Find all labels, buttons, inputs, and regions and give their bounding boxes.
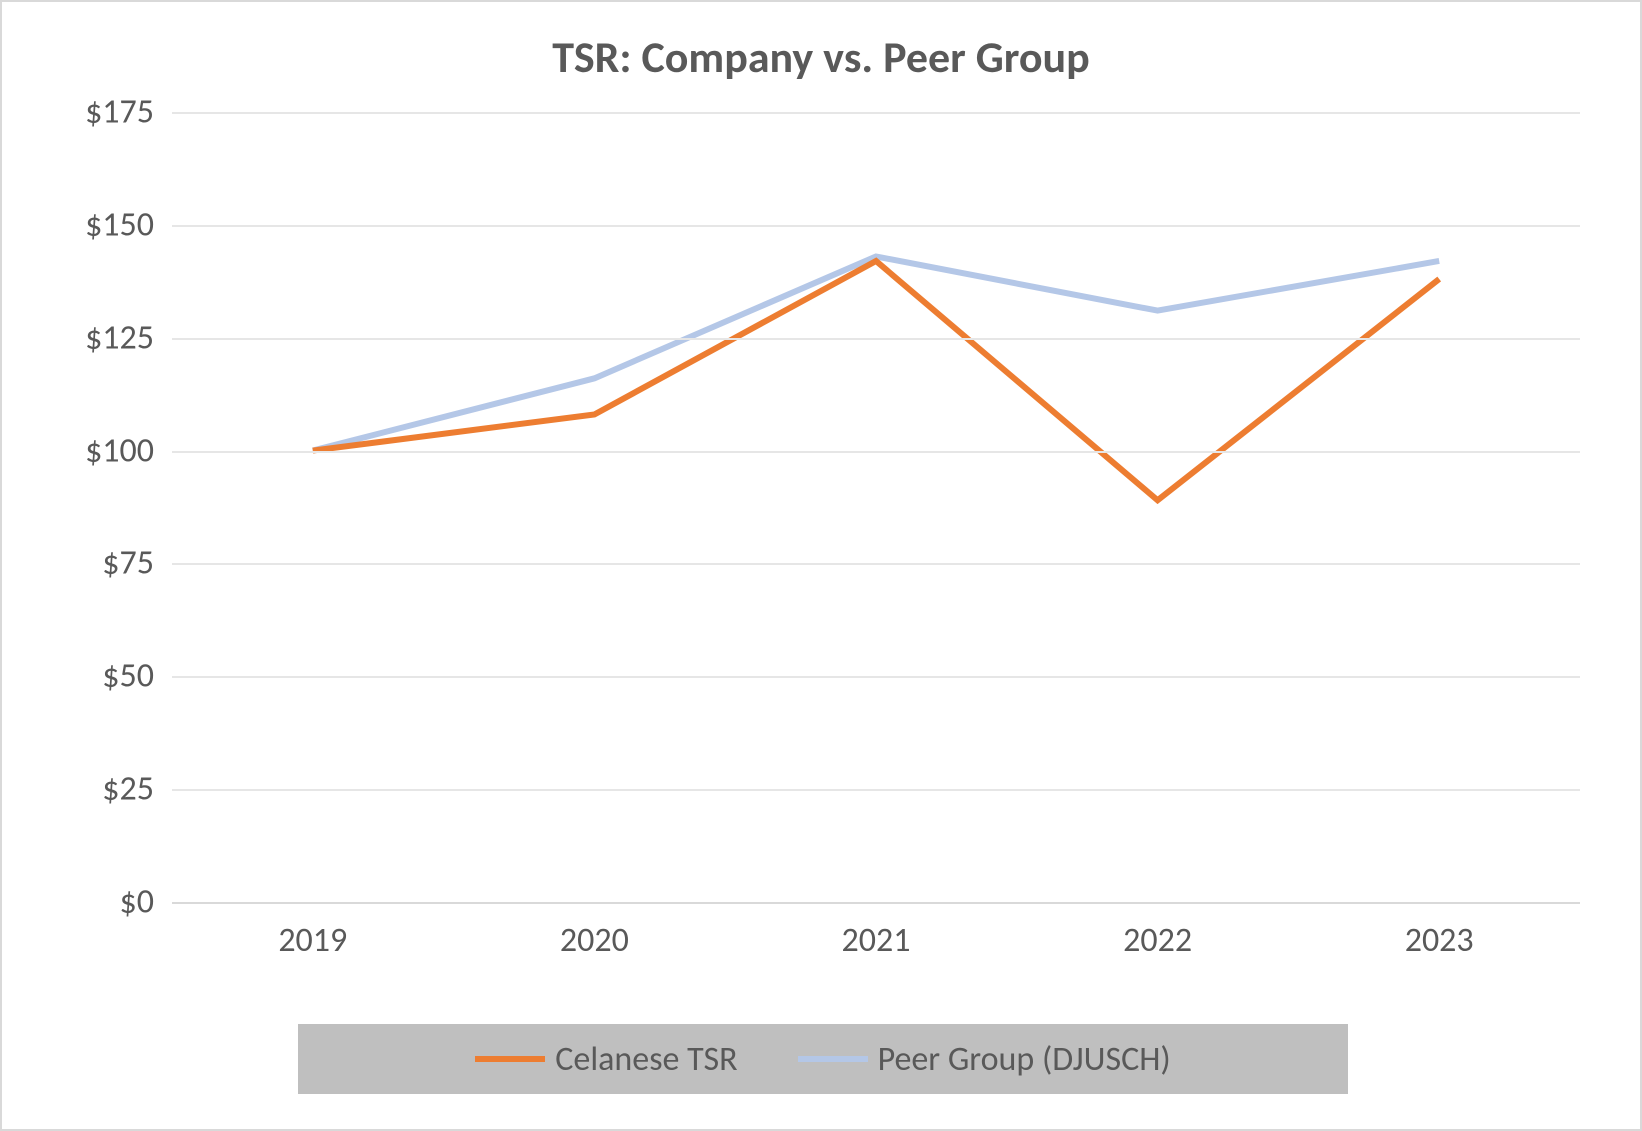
- x-tick-label: 2021: [842, 902, 911, 961]
- y-tick-label: $175: [85, 92, 172, 133]
- legend-swatch: [798, 1056, 868, 1062]
- series-line: [313, 261, 1439, 500]
- x-tick-label: 2023: [1405, 902, 1474, 961]
- y-tick-label: $50: [102, 656, 172, 697]
- y-tick-label: $25: [102, 769, 172, 810]
- legend-item: Celanese TSR: [475, 1039, 737, 1080]
- y-gridline: [172, 112, 1580, 114]
- y-tick-label: $125: [85, 317, 172, 358]
- y-gridline: [172, 338, 1580, 340]
- y-tick-label: $75: [102, 543, 172, 584]
- legend-item: Peer Group (DJUSCH): [798, 1039, 1171, 1080]
- x-tick-label: 2019: [278, 902, 347, 961]
- legend: Celanese TSR Peer Group (DJUSCH): [298, 1024, 1348, 1094]
- legend-label: Celanese TSR: [555, 1039, 737, 1080]
- y-gridline: [172, 676, 1580, 678]
- plot-area: $0$25$50$75$100$125$150$1752019202020212…: [172, 112, 1580, 902]
- series-svg: [172, 112, 1580, 902]
- y-gridline: [172, 225, 1580, 227]
- series-line: [313, 256, 1439, 450]
- legend-swatch: [475, 1056, 545, 1062]
- y-tick-label: $150: [85, 204, 172, 245]
- x-tick-label: 2020: [560, 902, 629, 961]
- y-gridline: [172, 789, 1580, 791]
- y-gridline: [172, 451, 1580, 453]
- chart-title: TSR: Company vs. Peer Group: [2, 30, 1640, 84]
- y-tick-label: $0: [120, 882, 172, 923]
- legend-label: Peer Group (DJUSCH): [878, 1039, 1171, 1080]
- chart-container: TSR: Company vs. Peer Group $0$25$50$75$…: [0, 0, 1642, 1131]
- x-tick-label: 2022: [1123, 902, 1192, 961]
- y-tick-label: $100: [85, 430, 172, 471]
- y-gridline: [172, 563, 1580, 565]
